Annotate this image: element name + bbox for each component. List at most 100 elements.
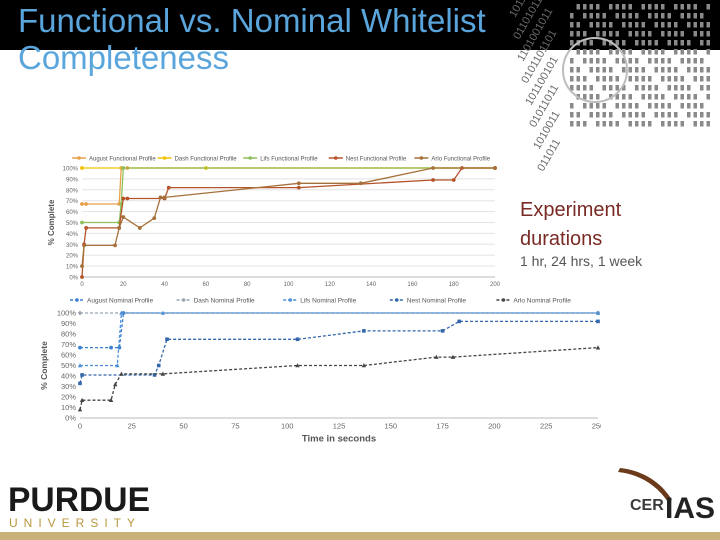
binary-dot [576, 112, 580, 118]
y-tick-label: 40% [61, 372, 76, 381]
binary-dot [680, 40, 684, 46]
binary-dot [609, 4, 613, 10]
data-point [79, 397, 85, 402]
binary-dot [674, 121, 678, 127]
binary-dot [687, 22, 691, 28]
binary-dot [589, 13, 593, 19]
binary-dot [628, 67, 632, 73]
binary-dot [635, 31, 639, 37]
binary-dot [687, 4, 691, 10]
binary-dot [661, 94, 665, 100]
data-point [80, 275, 84, 279]
binary-dot [641, 112, 645, 118]
binary-dot [700, 31, 704, 37]
y-axis-label: % Complete [47, 199, 56, 245]
legend-label: August Functional Profile [89, 157, 156, 163]
binary-dot [622, 103, 626, 109]
binary-dot [576, 67, 580, 73]
binary-dot [661, 22, 665, 28]
binary-dot [706, 31, 710, 37]
data-point [457, 319, 461, 324]
binary-dot [596, 112, 600, 118]
data-point [119, 310, 124, 315]
binary-dot [706, 112, 710, 118]
binary-dot [654, 112, 658, 118]
binary-dot [674, 31, 678, 37]
x-tick-label: 175 [436, 422, 449, 431]
binary-dot [667, 40, 671, 46]
binary-dot [661, 103, 665, 109]
data-point [450, 354, 456, 359]
cerias-logo-ias: IAS [665, 492, 715, 525]
data-point [362, 329, 366, 333]
y-tick-label: 100% [57, 309, 77, 318]
binary-dot [700, 22, 704, 28]
binary-dot [570, 121, 574, 127]
binary-dot [609, 94, 613, 100]
binary-dot [667, 103, 671, 109]
quill-icon [618, 468, 672, 502]
binary-dot [700, 103, 704, 109]
binary-dot [628, 31, 632, 37]
binary-dot [596, 49, 600, 55]
experiment-durations-value: 1 hr, 24 hrs, 1 week [520, 253, 643, 269]
series-line [81, 167, 495, 267]
binary-dot [648, 121, 652, 127]
data-point [440, 329, 445, 333]
binary-dot [615, 94, 619, 100]
binary-dot [602, 85, 606, 91]
binary-dot [583, 31, 587, 37]
binary-dot [583, 40, 587, 46]
binary-dot [661, 31, 665, 37]
legend-label: Arlo Nominal Profile [513, 298, 571, 305]
binary-dot [589, 58, 593, 64]
binary-dot [628, 22, 632, 28]
data-point [162, 195, 167, 200]
binary-dot [609, 31, 613, 37]
data-point [596, 319, 600, 324]
data-point [117, 226, 122, 230]
purdue-logo-wordmark: PURDUE [8, 483, 150, 519]
binary-dot [602, 67, 606, 73]
binary-dot [635, 103, 639, 109]
y-tick-label: 90% [61, 319, 76, 328]
binary-dot [615, 121, 619, 127]
binary-dot [576, 76, 580, 82]
binary-dot [700, 85, 704, 91]
binary-dot [583, 121, 587, 127]
binary-dot [693, 31, 697, 37]
data-point [121, 166, 126, 170]
x-tick-label: 250 [592, 422, 601, 431]
data-point [358, 181, 363, 186]
y-tick-label: 0% [69, 276, 78, 282]
binary-dot [687, 13, 691, 19]
x-tick-label: 100 [283, 282, 294, 288]
binary-dot [700, 121, 704, 127]
binary-dot [674, 112, 678, 118]
binary-dot [674, 22, 678, 28]
binary-dot [641, 76, 645, 82]
data-point [451, 178, 456, 182]
binary-dot [654, 4, 658, 10]
binary-dot [661, 112, 665, 118]
binary-dot [661, 49, 665, 55]
binary-dot [674, 85, 678, 91]
binary-dot [693, 94, 697, 100]
data-point [295, 363, 300, 368]
binary-dot [589, 67, 593, 73]
binary-dot [706, 22, 710, 28]
series-1 [78, 311, 600, 350]
x-tick-label: 20 [120, 282, 127, 288]
series-line [82, 167, 495, 224]
binary-dot [693, 13, 697, 19]
legend-label: Lifs Functional Profile [260, 157, 318, 163]
data-point [125, 196, 130, 201]
x-tick-label: 150 [385, 422, 398, 431]
legend-label: Nest Nominal Profile [407, 298, 467, 305]
binary-dot [674, 4, 678, 10]
binary-dot [700, 67, 704, 73]
binary-dot [570, 112, 574, 118]
data-point [80, 264, 84, 268]
data-point [78, 345, 82, 350]
footer-bar [0, 532, 720, 540]
